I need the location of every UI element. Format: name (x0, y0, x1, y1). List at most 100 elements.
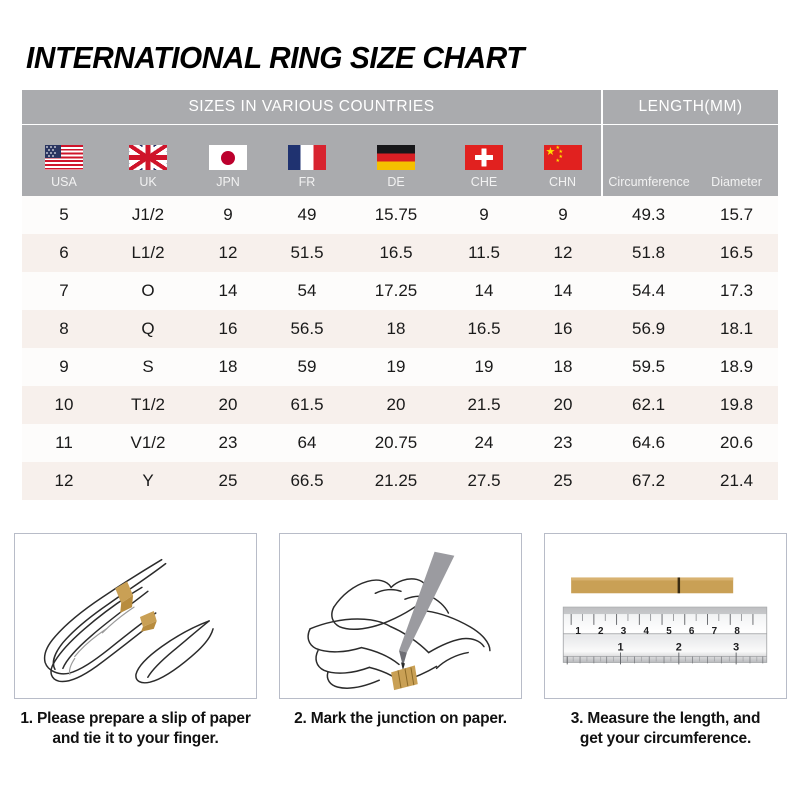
svg-text:1: 1 (575, 626, 581, 637)
cell-fr: 54 (266, 272, 348, 310)
cell-che: 16.5 (444, 310, 524, 348)
flag-usa-icon (45, 145, 83, 170)
cell-diameter: 21.4 (695, 462, 779, 500)
step-3-caption: 3. Measure the length, and get your circ… (544, 709, 787, 750)
cell-circumference: 51.8 (602, 234, 696, 272)
cell-usa: 9 (22, 348, 106, 386)
cell-circumference: 67.2 (602, 462, 696, 500)
hand-marking-paper-with-pen-illustration (279, 533, 522, 699)
cell-chn: 14 (524, 272, 603, 310)
cell-circumference: 49.3 (602, 196, 696, 234)
cell-che: 14 (444, 272, 524, 310)
column-header-fr: FR (266, 124, 348, 196)
cell-uk: T1/2 (106, 386, 190, 424)
step-1-caption-line1: 1. Please prepare a slip of paper (20, 710, 251, 727)
table-row: 11 V1/2 23 64 20.75 24 23 64.6 20.6 (22, 424, 779, 462)
svg-text:7: 7 (712, 626, 718, 637)
cell-diameter: 16.5 (695, 234, 779, 272)
step-3-caption-line2: get your circumference. (579, 730, 752, 748)
flag-france-icon (288, 145, 326, 170)
cell-circumference: 62.1 (602, 386, 696, 424)
cell-circumference: 56.9 (602, 310, 696, 348)
cell-circumference: 54.4 (602, 272, 696, 310)
column-label-che: CHE (470, 175, 498, 189)
cell-de: 16.5 (348, 234, 444, 272)
cell-uk: L1/2 (106, 234, 190, 272)
cell-che: 24 (444, 424, 524, 462)
cell-chn: 12 (524, 234, 603, 272)
cell-de: 18 (348, 310, 444, 348)
column-label-fr: FR (298, 175, 316, 189)
step-2-caption-line1: 2. Mark the junction on paper. (294, 710, 507, 727)
table-row: 10 T1/2 20 61.5 20 21.5 20 62.1 19.8 (22, 386, 779, 424)
svg-text:8: 8 (734, 626, 740, 637)
cell-fr: 64 (266, 424, 348, 462)
column-label-uk: UK (139, 175, 157, 189)
ring-size-table-body: 5 J1/2 9 49 15.75 9 9 49.3 15.7 6 L1/2 1… (22, 196, 779, 500)
instruction-panels: 1. Please prepare a slip of paper and ti… (14, 533, 787, 750)
column-header-chn: ★ ★ ★ ★ ★ CHN (524, 124, 603, 196)
cell-jpn: 9 (190, 196, 266, 234)
column-label-de: DE (387, 175, 405, 189)
cell-diameter: 15.7 (695, 196, 779, 234)
cell-fr: 49 (266, 196, 348, 234)
cell-uk: V1/2 (106, 424, 190, 462)
cell-fr: 51.5 (266, 234, 348, 272)
step-2-caption: 2. Mark the junction on paper. (279, 709, 522, 729)
cell-chn: 18 (524, 348, 603, 386)
ring-size-table: SIZES IN VARIOUS COUNTRIES LENGTH(MM) US… (22, 90, 779, 500)
cell-usa: 10 (22, 386, 106, 424)
step-1-caption-line2: and tie it to your finger. (52, 730, 219, 748)
cell-uk: Q (106, 310, 190, 348)
cell-circumference: 59.5 (602, 348, 696, 386)
cell-usa: 6 (22, 234, 106, 272)
flag-japan-icon (209, 145, 247, 170)
table-row: 12 Y 25 66.5 21.25 27.5 25 67.2 21.4 (22, 462, 779, 500)
cell-usa: 7 (22, 272, 106, 310)
cell-fr: 56.5 (266, 310, 348, 348)
cell-fr: 61.5 (266, 386, 348, 424)
cell-de: 17.25 (348, 272, 444, 310)
column-header-de: DE (348, 124, 444, 196)
cell-diameter: 17.3 (695, 272, 779, 310)
table-row: 8 Q 16 56.5 18 16.5 16 56.9 18.1 (22, 310, 779, 348)
cell-chn: 20 (524, 386, 603, 424)
column-label-jpn: JPN (216, 175, 240, 189)
cell-jpn: 12 (190, 234, 266, 272)
group-header-length: LENGTH(MM) (601, 90, 779, 125)
cell-che: 19 (444, 348, 524, 386)
cell-che: 11.5 (444, 234, 524, 272)
column-header-circumference: Circumference (601, 124, 696, 196)
svg-text:3: 3 (733, 642, 739, 654)
cell-uk: O (106, 272, 190, 310)
cell-de: 20.75 (348, 424, 444, 462)
group-header-sizes: SIZES IN VARIOUS COUNTRIES (22, 90, 603, 125)
column-header-jpn: JPN (190, 124, 266, 196)
svg-text:2: 2 (598, 626, 604, 637)
svg-text:5: 5 (666, 626, 672, 637)
instruction-step-1: 1. Please prepare a slip of paper and ti… (14, 533, 257, 750)
step-3-caption-line1: 3. Measure the length, and (570, 710, 761, 727)
cell-usa: 11 (22, 424, 106, 462)
column-header-diameter: Diameter (695, 124, 779, 196)
cell-chn: 25 (524, 462, 603, 500)
instruction-step-2: 2. Mark the junction on paper. (279, 533, 522, 750)
cell-uk: Y (106, 462, 190, 500)
cell-fr: 66.5 (266, 462, 348, 500)
cell-diameter: 18.1 (695, 310, 779, 348)
paper-strip-on-ruler-illustration: 1 2 3 4 5 6 7 8 1 2 3 (544, 533, 787, 699)
ring-size-table-wrapper: SIZES IN VARIOUS COUNTRIES LENGTH(MM) US… (22, 90, 779, 500)
cell-jpn: 14 (190, 272, 266, 310)
step-1-caption: 1. Please prepare a slip of paper and ti… (14, 709, 257, 750)
cell-jpn: 20 (190, 386, 266, 424)
cell-de: 21.25 (348, 462, 444, 500)
cell-uk: S (106, 348, 190, 386)
table-row: 5 J1/2 9 49 15.75 9 9 49.3 15.7 (22, 196, 779, 234)
table-group-header-row: SIZES IN VARIOUS COUNTRIES LENGTH(MM) (22, 90, 779, 125)
cell-diameter: 19.8 (695, 386, 779, 424)
column-label-chn: CHN (548, 175, 577, 189)
flag-china-icon: ★ ★ ★ ★ ★ (543, 145, 582, 170)
cell-chn: 23 (524, 424, 603, 462)
cell-jpn: 23 (190, 424, 266, 462)
column-header-che: CHE (444, 124, 524, 196)
